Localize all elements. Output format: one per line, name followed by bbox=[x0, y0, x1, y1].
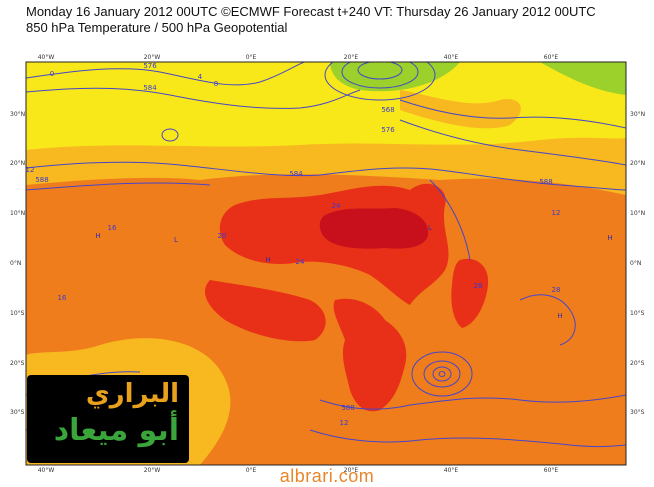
lon-label-bottom: 0°E bbox=[246, 467, 257, 474]
contour-label: 4 bbox=[198, 73, 203, 81]
green-zone bbox=[540, 62, 626, 95]
contour-label: 588 bbox=[35, 176, 48, 184]
site-watermark[interactable]: albrari.com bbox=[279, 466, 375, 486]
contour-label: 16 bbox=[108, 224, 117, 232]
lat-label-left: 20°S bbox=[10, 360, 25, 367]
red-zone-southern-africa bbox=[333, 298, 407, 412]
contour-label: 20 bbox=[218, 232, 227, 240]
red-zone-west bbox=[205, 280, 326, 342]
contour-label: 28 bbox=[552, 286, 561, 294]
lon-label-top: 40°W bbox=[38, 54, 55, 61]
brand-logo: البراري أبو ميعاد bbox=[27, 375, 189, 463]
pressure-center: H bbox=[95, 232, 100, 240]
lat-label-right: 30°S bbox=[630, 409, 645, 416]
lat-label-left: 10°N bbox=[10, 210, 25, 217]
contour-label: 584 bbox=[289, 170, 303, 178]
pressure-center: L bbox=[428, 224, 432, 232]
lon-label-bottom: 20°E bbox=[344, 467, 359, 474]
dark-red-core bbox=[319, 208, 429, 249]
lon-label-bottom: 40°W bbox=[38, 467, 55, 474]
lat-label-right: 0°N bbox=[630, 260, 641, 267]
lon-label-top: 20°W bbox=[144, 54, 161, 61]
forecast-title: Monday 16 January 2012 00UTC ©ECMWF Fore… bbox=[26, 4, 596, 19]
light-orange-north bbox=[400, 90, 521, 129]
lat-label-right: 20°N bbox=[630, 160, 645, 167]
lon-label-top: 60°E bbox=[544, 54, 559, 61]
lat-label-left: 30°S bbox=[10, 409, 25, 416]
logo-text-bottom: أبو ميعاد bbox=[53, 413, 179, 448]
lon-label-top: 20°E bbox=[344, 54, 359, 61]
contour-label: 588 bbox=[341, 404, 354, 412]
lat-label-right: 30°N bbox=[630, 111, 645, 118]
lon-label-bottom: 20°W bbox=[144, 467, 161, 474]
lat-label-left: 10°S bbox=[10, 310, 25, 317]
lat-label-right: 10°N bbox=[630, 210, 645, 217]
contour-label: 584 bbox=[143, 84, 157, 92]
pressure-center: H bbox=[607, 234, 612, 242]
lat-label-right: 10°S bbox=[630, 310, 645, 317]
contour-label: 576 bbox=[381, 126, 395, 134]
pressure-center: L bbox=[174, 236, 178, 244]
contour-label: 24 bbox=[296, 258, 305, 266]
pressure-center: H bbox=[557, 312, 562, 320]
contour-label: 8 bbox=[214, 80, 218, 88]
contour-labels: 576 584 568 576 584 588 588 588 0 4 8 12 16 20 24 24 28 2… bbox=[26, 62, 561, 427]
lon-label-top: 40°E bbox=[444, 54, 459, 61]
lon-label-top: 0°E bbox=[246, 54, 257, 61]
geopotential-contours bbox=[26, 62, 626, 448]
contour-label: 12 bbox=[552, 209, 561, 217]
latitude-labels-left: 30°N 20°N 10°N 0°N 10°S 20°S 30°S bbox=[10, 111, 25, 416]
contour-label: 588 bbox=[539, 178, 552, 186]
contour-label: 28 bbox=[474, 282, 483, 290]
longitude-labels-top: 40°W 20°W 0°E 20°E 40°E 60°E bbox=[38, 54, 559, 61]
contour-label: 0 bbox=[50, 70, 54, 78]
contour-label: 16 bbox=[58, 294, 67, 302]
latitude-labels-right: 30°N 20°N 10°N 0°N 10°S 20°S 30°S bbox=[630, 111, 645, 416]
map-frame bbox=[25, 61, 627, 466]
lat-label-right: 20°S bbox=[630, 360, 645, 367]
lat-label-left: 0°N bbox=[10, 260, 21, 267]
orange-zone bbox=[26, 174, 626, 465]
lon-label-bottom: 60°E bbox=[544, 467, 559, 474]
lat-label-left: 20°N bbox=[10, 160, 25, 167]
temperature-field bbox=[26, 62, 626, 465]
contour-label: 24 bbox=[332, 202, 341, 210]
longitude-labels-bottom: 40°W 20°W 0°E 20°E 40°E 60°E bbox=[38, 467, 559, 474]
variables-subtitle: 850 hPa Temperature / 500 hPa Geopotenti… bbox=[26, 20, 288, 35]
contour-label: 12 bbox=[26, 166, 35, 174]
lat-label-left: 30°N bbox=[10, 111, 25, 118]
pressure-center: H bbox=[265, 256, 270, 264]
lon-label-bottom: 40°E bbox=[444, 467, 459, 474]
logo-text-top: البراري bbox=[85, 379, 179, 409]
contour-label: 12 bbox=[340, 419, 349, 427]
red-zone-horn bbox=[451, 258, 489, 328]
contour-label: 568 bbox=[381, 106, 394, 114]
map-header: Monday 16 January 2012 00UTC ©ECMWF Fore… bbox=[26, 4, 596, 36]
contour-label: 576 bbox=[143, 62, 157, 70]
